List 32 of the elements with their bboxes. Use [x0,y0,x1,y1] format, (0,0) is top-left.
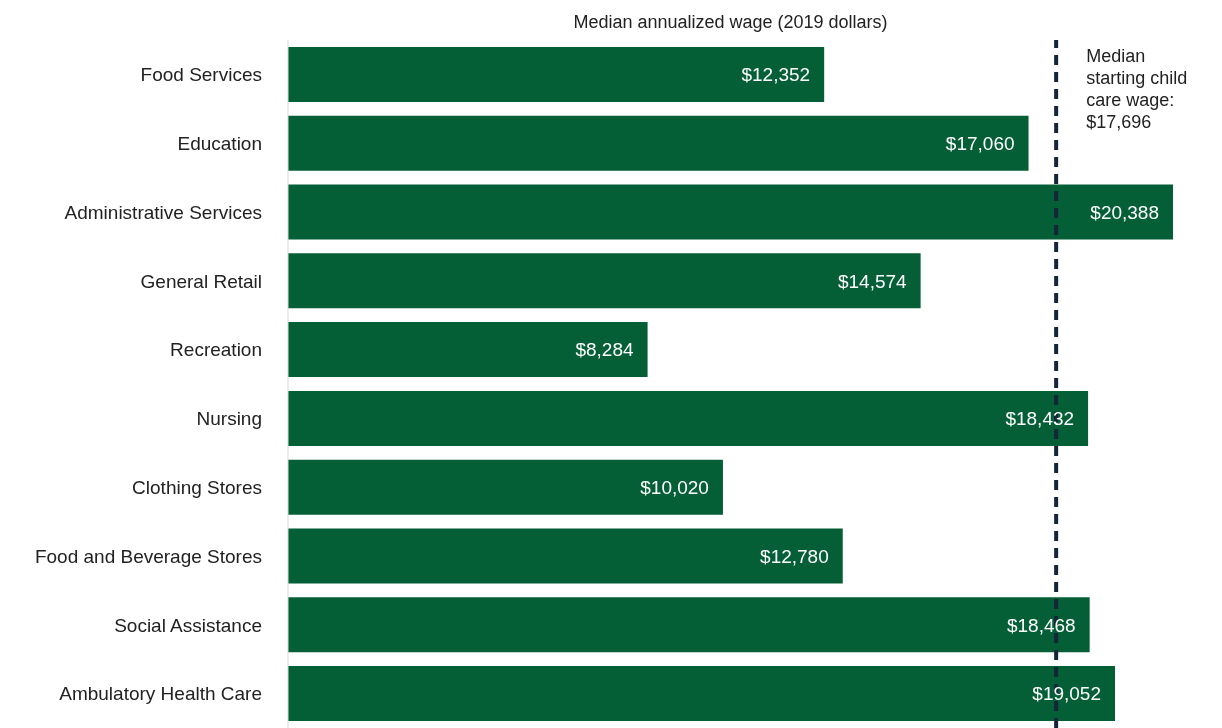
y-tick-label: General Retail [140,270,262,292]
data-label: $18,468 [1006,614,1076,636]
y-tick-label: Education [177,132,262,154]
y-tick-label: Ambulatory Health Care [59,683,262,705]
data-label: $19,052 [1032,683,1102,705]
y-tick-label: Food and Beverage Stores [34,545,262,567]
data-label: $8,284 [575,339,635,361]
bar [288,322,648,378]
data-label: $18,432 [1005,408,1075,430]
y-tick-label: Nursing [196,408,262,430]
bar [288,115,1029,171]
y-tick-label: Food Services [140,64,262,86]
chart-title: Median annualized wage (2019 dollars) [572,12,889,33]
bar [288,46,825,102]
bar [288,390,1089,446]
y-tick-label: Clothing Stores [132,476,262,498]
y-tick-label: Administrative Services [64,201,262,223]
bar [288,459,723,515]
bar [288,528,843,584]
data-label: $14,574 [837,270,908,292]
ref-line-label: Median starting child care wage: $17,696 [1086,46,1188,132]
bar [288,253,921,309]
bar [288,597,1090,653]
bar [288,666,1116,722]
data-label: $10,020 [640,476,709,498]
y-tick-label: Recreation [170,339,262,361]
data-label: $20,388 [1090,201,1159,223]
y-tick-label: Social Assistance [114,614,262,636]
data-label: $17,060 [945,132,1015,154]
bar [288,184,1173,240]
data-label: $12,780 [760,545,829,567]
data-label: $12,352 [741,64,811,86]
